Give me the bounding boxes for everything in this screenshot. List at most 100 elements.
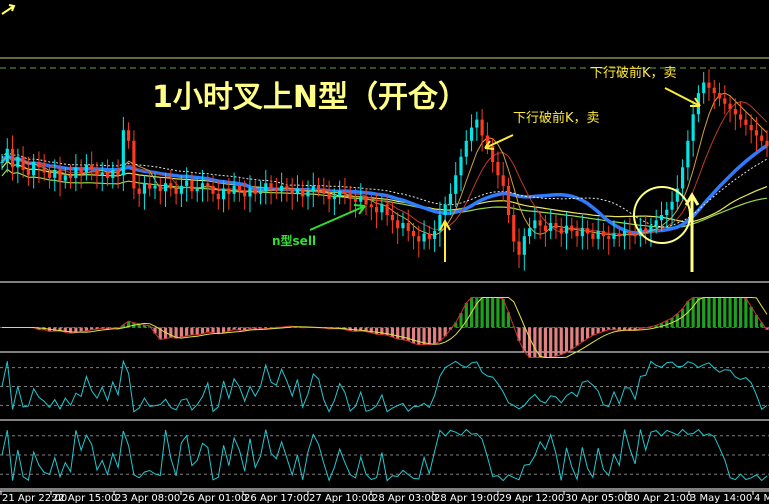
x-tick-label: 28 Apr 03:00 <box>372 493 437 504</box>
macd-bar <box>717 297 722 328</box>
macd-bar <box>754 314 759 328</box>
candle-body <box>142 183 147 194</box>
candle-body <box>448 193 453 205</box>
annotation-n-sell: n型sell <box>272 233 316 248</box>
candle-body <box>475 119 479 128</box>
candle-body <box>79 167 83 173</box>
candle-body <box>564 225 569 234</box>
macd-bar <box>591 327 595 336</box>
macd-signal-line <box>2 297 768 358</box>
macd-bar <box>485 297 489 328</box>
macd-bar <box>163 327 168 339</box>
candle-body <box>121 130 125 176</box>
candle-body <box>765 140 769 147</box>
candle-body <box>469 127 474 141</box>
candle-body <box>644 228 648 231</box>
candle-body <box>111 169 115 178</box>
candle-body <box>385 204 389 215</box>
macd-bar <box>53 327 57 332</box>
candle-body <box>338 191 342 197</box>
macd-bar <box>185 327 189 336</box>
candle-body <box>248 188 252 197</box>
candle-body <box>591 233 595 239</box>
macd-bar <box>396 327 400 340</box>
candle-body <box>586 228 590 234</box>
macd-bar <box>580 327 584 342</box>
candle-body <box>285 185 289 189</box>
candle-body <box>485 135 489 147</box>
arrow-sell-1-icon <box>484 134 514 150</box>
up-arrow-2-icon <box>684 192 700 272</box>
candle-body <box>243 191 247 197</box>
candle-body <box>42 167 46 173</box>
candle-body <box>681 167 685 189</box>
candle-body <box>438 215 442 231</box>
candle-body <box>311 185 315 192</box>
macd-bar <box>480 297 484 328</box>
macd-bar <box>0 327 4 328</box>
candle-body <box>501 175 505 186</box>
macd-bar <box>422 327 426 345</box>
macd-bar <box>464 302 468 328</box>
macd-bar <box>195 327 199 335</box>
candle-body <box>723 98 727 104</box>
candle-body <box>227 188 231 194</box>
macd-bar <box>433 327 437 345</box>
macd-bar <box>375 327 379 335</box>
candle-body <box>353 199 358 202</box>
macd-bar <box>443 327 447 337</box>
macd-bar <box>401 327 405 340</box>
candle-body <box>169 183 173 189</box>
candle-body <box>459 156 463 176</box>
candle-body <box>406 222 410 231</box>
macd-bar <box>538 327 542 358</box>
candle-body <box>633 233 637 237</box>
candle-body <box>190 180 194 192</box>
macd-line <box>2 297 768 358</box>
macd-bar <box>459 313 463 328</box>
candle-body <box>74 167 78 178</box>
candle-body <box>739 114 743 120</box>
candle-body <box>649 225 653 231</box>
candle-body <box>427 233 431 239</box>
macd-bar <box>559 327 563 355</box>
candle-body <box>528 228 532 237</box>
macd-bar <box>438 327 442 342</box>
candle-body <box>575 230 579 237</box>
macd-bar <box>681 308 685 328</box>
candle-body <box>570 225 574 231</box>
candle-body <box>380 204 384 213</box>
x-tick-label: 27 Apr 10:00 <box>309 493 374 504</box>
macd-bar <box>95 327 99 330</box>
macd-bar <box>364 327 368 332</box>
candle-body <box>596 230 600 239</box>
candle-body <box>443 204 447 215</box>
candle-body <box>211 185 215 194</box>
macd-bar <box>158 327 162 340</box>
annotation-sell-2: 下行破前K，卖 <box>590 65 677 81</box>
candle-body <box>84 164 88 173</box>
candle-body <box>237 185 241 192</box>
candle-body <box>148 183 152 189</box>
macd-bar <box>475 297 479 328</box>
macd-bar <box>190 327 194 335</box>
candle-body <box>580 228 584 237</box>
candle-body <box>375 207 379 213</box>
x-tick-label: 30 Apr 21:00 <box>627 493 692 504</box>
candle-body <box>301 188 305 197</box>
up-arrow-1-icon <box>439 218 451 262</box>
candle-body <box>53 169 57 178</box>
candle-body <box>396 220 400 229</box>
candle-body <box>216 193 220 200</box>
candle-body <box>538 220 542 226</box>
candle-body <box>533 220 537 229</box>
x-tick-label: 22 Apr 15:00 <box>52 493 117 504</box>
candle-body <box>744 119 748 125</box>
macd-bar <box>554 327 558 357</box>
osc1-line <box>1 359 768 413</box>
x-tick-label: 23 Apr 08:00 <box>115 493 180 504</box>
x-tick-label: 3 May 14:00 <box>690 493 752 504</box>
candle-body <box>116 169 120 176</box>
macd-bar <box>659 323 664 328</box>
